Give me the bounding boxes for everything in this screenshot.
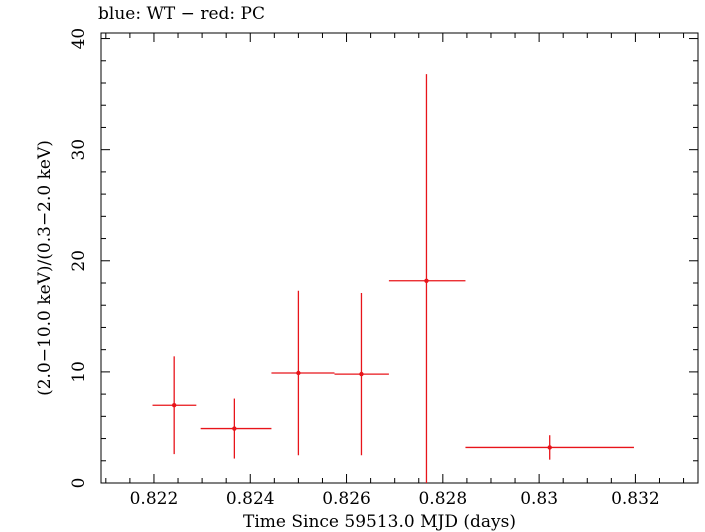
x-tick-label: 0.824 bbox=[226, 489, 275, 509]
x-tick-label: 0.83 bbox=[520, 489, 558, 509]
y-tick-label: 40 bbox=[69, 28, 89, 50]
x-axis-label: Time Since 59513.0 MJD (days) bbox=[243, 512, 516, 532]
data-point bbox=[465, 435, 634, 460]
x-tick-label: 0.826 bbox=[322, 489, 371, 509]
plot-frame bbox=[100, 32, 699, 484]
data-point bbox=[200, 398, 272, 459]
y-tick-label: 30 bbox=[69, 139, 89, 161]
y-tick-label: 20 bbox=[69, 250, 89, 272]
x-tick-label: 0.822 bbox=[130, 489, 179, 509]
y-tick-label: 10 bbox=[69, 361, 89, 383]
data-marker bbox=[359, 371, 364, 377]
data-marker bbox=[424, 278, 429, 283]
data-point bbox=[271, 290, 335, 456]
y-axis-label: (2.0−10.0 keV)/(0.3−2.0 keV) bbox=[35, 140, 55, 396]
data-point bbox=[152, 356, 197, 455]
y-tick-label: 0 bbox=[69, 478, 89, 489]
data-point bbox=[388, 74, 466, 483]
chart-title: blue: WT − red: PC bbox=[98, 4, 265, 24]
data-marker bbox=[296, 370, 301, 376]
data-point bbox=[334, 293, 389, 456]
data-marker bbox=[232, 426, 237, 431]
data-marker bbox=[171, 403, 177, 408]
x-tick-label: 0.832 bbox=[611, 489, 660, 509]
data-marker bbox=[547, 445, 552, 450]
x-tick-label: 0.828 bbox=[418, 489, 467, 509]
